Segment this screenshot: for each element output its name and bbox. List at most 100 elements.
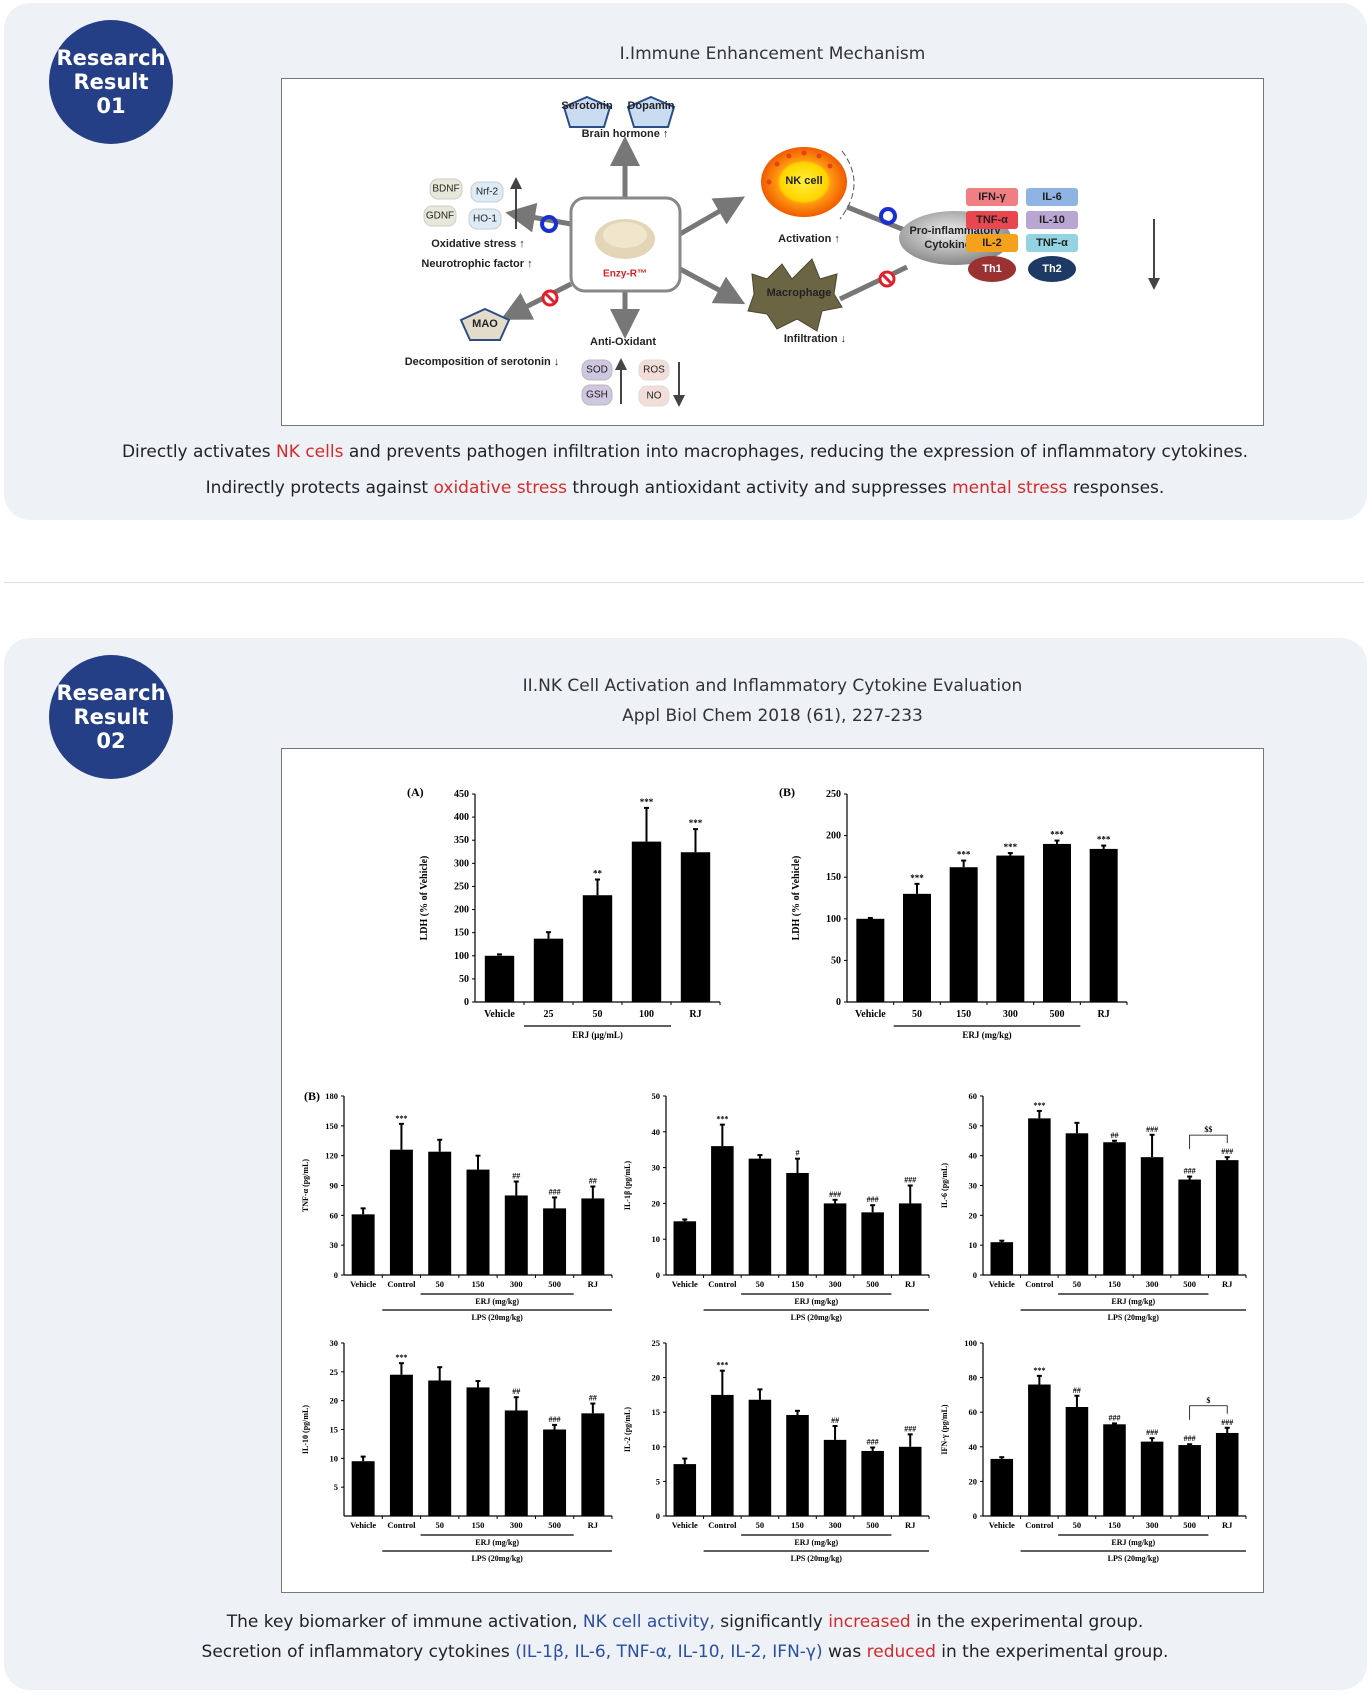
y-tick-label: 120 (325, 1151, 338, 1161)
x-tick-label: 50 (1073, 1520, 1082, 1530)
bar (680, 852, 711, 1002)
x-tick-label: 300 (829, 1520, 842, 1530)
research-result-badge: Research Result 02 (49, 655, 173, 779)
significance-label: *** (716, 1115, 728, 1124)
bar (996, 855, 1025, 1002)
significance-label: *** (1033, 1101, 1045, 1110)
bar (631, 841, 662, 1002)
y-tick-label: 0 (973, 1270, 977, 1280)
significance-label: *** (640, 797, 654, 807)
significance-label: ### (867, 1437, 879, 1446)
bar (1065, 1133, 1089, 1275)
y-tick-label: 20 (969, 1210, 978, 1220)
x-tick-label: Vehicle (989, 1279, 1015, 1289)
y-tick-label: 300 (454, 858, 469, 869)
significance-label: ### (1146, 1428, 1158, 1437)
y-tick-label: 80 (969, 1373, 978, 1383)
panel-label: (B) (304, 1089, 320, 1103)
bar (673, 1464, 697, 1516)
nrf2-label: Nrf-2 (475, 186, 499, 198)
significance-label: *** (716, 1361, 728, 1370)
text: significantly (714, 1612, 829, 1632)
chart-svg: 0 5 10 15 20 25 IL-2 (pg/mL) Vehicle Control *** 5… (623, 1338, 930, 1563)
significance-label: ### (829, 1190, 841, 1199)
mao-shape (459, 307, 511, 341)
immune-mechanism-diagram: Serotonin Dopamin Brain hormone ↑ BDNF N… (281, 78, 1264, 426)
x-tick-label: 300 (510, 1520, 523, 1530)
highlight-text: reduced (866, 1642, 936, 1662)
x-tick-label: 50 (593, 1009, 603, 1020)
x-tick-label: 150 (956, 1009, 971, 1020)
bar (428, 1380, 452, 1516)
connector-nk-cytokines (846, 204, 908, 234)
bar (543, 1208, 567, 1275)
bar (1089, 848, 1118, 1002)
bar (949, 867, 978, 1002)
significance-label: ## (512, 1172, 520, 1181)
y-tick-label: 5 (334, 1482, 338, 1492)
th1-shape (968, 256, 1016, 282)
highlight-text: increased (828, 1612, 911, 1632)
significance-label: *** (1097, 835, 1111, 845)
y-tick-label: 25 (652, 1338, 661, 1348)
x-tick-label: Vehicle (855, 1009, 886, 1020)
chart-il-2: 0 5 10 15 20 25 IL-2 (pg/mL) Vehicle Control *** 5… (616, 1333, 937, 1578)
chart-il-1beta: 0 10 20 30 40 50 IL-1β (pg/mL) Vehicle Control **… (616, 1086, 937, 1331)
x-tick-label: RJ (1098, 1009, 1110, 1020)
bdnf-label: BDNF (432, 183, 460, 195)
significance-label: ### (1221, 1147, 1233, 1156)
group-label: LPS (20mg/kg) (1108, 1313, 1160, 1322)
x-tick-label: 500 (548, 1279, 561, 1289)
y-tick-label: 400 (454, 812, 469, 823)
x-tick-label: 500 (548, 1520, 561, 1530)
y-tick-label: 50 (831, 955, 841, 966)
x-tick-label: 500 (1183, 1279, 1196, 1289)
macrophage-label: Macrophage (766, 287, 832, 299)
text: Secretion of inflammatory cytokines (201, 1642, 516, 1662)
highlight-text: mental stress (952, 478, 1068, 498)
chart-svg: 0 20 40 60 80 100 IFN-γ (pg/mL) Vehicle Control *… (940, 1338, 1247, 1563)
y-tick-label: 20 (330, 1396, 339, 1406)
x-tick-label: RJ (905, 1520, 916, 1530)
cytokine-chip-il10: IL-10 (1026, 211, 1078, 229)
x-tick-label: 150 (472, 1520, 485, 1530)
cytokine-chip-il2: IL-2 (966, 234, 1018, 252)
y-axis-label: IL-6 (pg/mL) (940, 1163, 949, 1208)
bar (582, 895, 613, 1002)
y-tick-label: 50 (652, 1091, 661, 1101)
bar (823, 1439, 847, 1516)
bar (1065, 1407, 1089, 1516)
decomposition-label: Decomposition of serotonin ↓ (404, 356, 560, 368)
cytokine-chip-tnf-alpha: TNF-α (966, 211, 1018, 229)
brain-hormone-label: Brain hormone ↑ (581, 128, 669, 140)
bar (504, 1410, 528, 1516)
y-tick-label: 150 (826, 872, 841, 883)
x-tick-label: 150 (472, 1279, 485, 1289)
x-tick-label: Control (1025, 1279, 1054, 1289)
gdnf-label: GDNF (425, 210, 455, 222)
x-tick-label: RJ (1222, 1279, 1233, 1289)
ros-label: ROS (643, 364, 665, 376)
y-tick-label: 0 (656, 1270, 660, 1280)
y-tick-label: 10 (969, 1240, 978, 1250)
y-tick-label: 15 (330, 1425, 339, 1435)
y-tick-label: 90 (330, 1181, 339, 1191)
significance-label: *** (910, 873, 924, 883)
y-axis-label: IFN-γ (pg/mL) (940, 1404, 949, 1455)
th1-label: Th1 (982, 263, 1002, 275)
th2-shape (1028, 256, 1076, 282)
chart-svg: 0 50 100 150 200 250 LDH (% of Vehicle) (B) Vehi… (779, 785, 1128, 1040)
activation-ring-icon (540, 215, 558, 233)
oxidative-stress-label: Oxidative stress ↑ (431, 238, 525, 250)
significance-label: ### (1109, 1413, 1121, 1422)
chart-svg: 5 10 15 20 25 30 IL-10 (pg/mL) Vehicle Control **… (301, 1338, 613, 1563)
x-tick-label: Vehicle (672, 1520, 698, 1530)
text: in the experimental group. (910, 1612, 1144, 1632)
significance-label: ### (549, 1187, 561, 1196)
nk-cell-label: NK cell (785, 175, 823, 187)
chart-svg: 0 10 20 30 40 50 IL-1β (pg/mL) Vehicle Control **… (623, 1091, 930, 1322)
significance-label: *** (1004, 842, 1018, 852)
y-tick-label: 60 (330, 1210, 339, 1220)
chart-ldh-a: 0 50 100 150 200 250 300 350 400 450 LDH (% of Veh… (400, 776, 730, 1052)
y-tick-label: 0 (836, 997, 841, 1008)
